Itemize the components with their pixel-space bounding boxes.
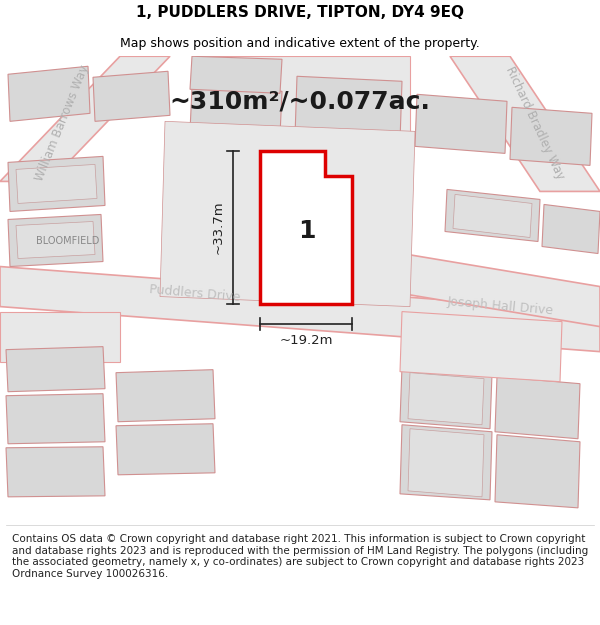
Polygon shape — [445, 189, 540, 241]
Polygon shape — [408, 429, 484, 497]
Polygon shape — [8, 66, 90, 121]
Polygon shape — [116, 369, 215, 422]
Polygon shape — [400, 425, 492, 500]
Polygon shape — [415, 94, 507, 153]
Polygon shape — [8, 156, 105, 211]
Polygon shape — [495, 435, 580, 508]
Polygon shape — [190, 56, 282, 93]
Text: 1, PUDDLERS DRIVE, TIPTON, DY4 9EQ: 1, PUDDLERS DRIVE, TIPTON, DY4 9EQ — [136, 5, 464, 20]
Polygon shape — [6, 394, 105, 444]
Text: Joseph Hall Drive: Joseph Hall Drive — [446, 296, 554, 318]
Polygon shape — [190, 88, 282, 136]
Text: Puddlers Drive: Puddlers Drive — [149, 283, 241, 304]
Text: William Barrows Way: William Barrows Way — [33, 63, 91, 183]
Text: Map shows position and indicative extent of the property.: Map shows position and indicative extent… — [120, 38, 480, 51]
Text: ~19.2m: ~19.2m — [279, 334, 333, 347]
Polygon shape — [116, 424, 215, 475]
Polygon shape — [295, 76, 402, 141]
Polygon shape — [8, 214, 103, 266]
Text: BLOOMFIELD: BLOOMFIELD — [37, 236, 100, 246]
Polygon shape — [400, 367, 492, 429]
Polygon shape — [200, 56, 410, 151]
Polygon shape — [260, 151, 352, 304]
Polygon shape — [6, 347, 105, 392]
Text: ~33.7m: ~33.7m — [212, 201, 225, 254]
Polygon shape — [16, 164, 97, 204]
Polygon shape — [542, 204, 600, 254]
Text: ~310m²/~0.077ac.: ~310m²/~0.077ac. — [170, 89, 430, 113]
Polygon shape — [0, 266, 600, 352]
Polygon shape — [6, 447, 105, 497]
Polygon shape — [390, 251, 600, 327]
Text: 1: 1 — [298, 219, 316, 244]
Polygon shape — [0, 312, 120, 362]
Polygon shape — [495, 377, 580, 439]
Polygon shape — [400, 312, 562, 382]
Polygon shape — [0, 56, 170, 181]
Text: Richard Bradley Way: Richard Bradley Way — [503, 65, 567, 182]
Text: Contains OS data © Crown copyright and database right 2021. This information is : Contains OS data © Crown copyright and d… — [12, 534, 588, 579]
Polygon shape — [93, 71, 170, 121]
Polygon shape — [16, 221, 95, 259]
Polygon shape — [408, 372, 484, 425]
Polygon shape — [450, 56, 600, 191]
Polygon shape — [160, 121, 415, 307]
Polygon shape — [510, 107, 592, 166]
Polygon shape — [453, 194, 532, 238]
